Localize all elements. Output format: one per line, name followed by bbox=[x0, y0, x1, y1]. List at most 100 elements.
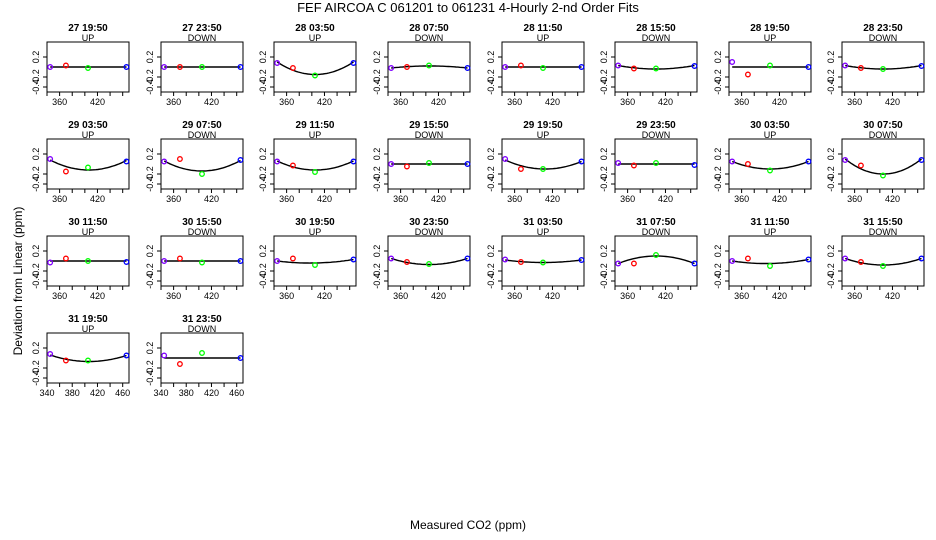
panel-direction: UP bbox=[309, 227, 322, 237]
x-tick-label: 420 bbox=[317, 97, 332, 107]
y-tick-label: -0.2 bbox=[599, 263, 609, 279]
y-tick-label: -0.4 bbox=[826, 176, 836, 192]
panel-frame bbox=[841, 138, 925, 190]
panel-direction: DOWN bbox=[188, 130, 217, 140]
fit-curve bbox=[844, 158, 922, 175]
data-point bbox=[805, 256, 812, 263]
data-point bbox=[312, 169, 318, 175]
data-point bbox=[289, 65, 296, 71]
y-tick-label: -0.4 bbox=[599, 273, 609, 289]
data-point bbox=[161, 258, 168, 264]
data-point bbox=[237, 64, 244, 70]
data-point bbox=[918, 157, 925, 163]
y-tick-label: -0.4 bbox=[372, 79, 382, 95]
data-point bbox=[161, 158, 168, 165]
panel-direction: DOWN bbox=[642, 33, 671, 43]
fit-curve bbox=[504, 159, 582, 170]
x-tick-label: 460 bbox=[229, 388, 244, 398]
x-tick-label: 360 bbox=[52, 291, 67, 301]
x-tick-label: 420 bbox=[545, 97, 560, 107]
data-point bbox=[880, 66, 886, 72]
panel-direction: DOWN bbox=[869, 227, 898, 237]
data-point bbox=[85, 65, 91, 71]
x-tick-label: 360 bbox=[847, 97, 862, 107]
data-point bbox=[388, 65, 395, 71]
y-tick-label: -0.2 bbox=[486, 166, 496, 182]
x-tick-label: 360 bbox=[734, 291, 749, 301]
y-tick-label: -0.2 bbox=[599, 69, 609, 85]
panel-title: 27 23:50 bbox=[182, 23, 222, 34]
data-point bbox=[540, 259, 546, 266]
y-tick-label: 0.2 bbox=[599, 51, 609, 64]
panel-title: 30 15:50 bbox=[182, 217, 222, 228]
y-tick-label: 0.2 bbox=[145, 245, 155, 258]
y-tick-label: 0.2 bbox=[258, 51, 268, 64]
data-point bbox=[464, 65, 471, 71]
data-point bbox=[289, 255, 296, 262]
y-tick-label: -0.2 bbox=[599, 166, 609, 182]
data-point bbox=[237, 355, 244, 361]
data-point bbox=[842, 255, 849, 262]
panel-title: 28 23:50 bbox=[863, 23, 903, 34]
x-tick-label: 420 bbox=[90, 388, 105, 398]
y-tick-label: -0.4 bbox=[31, 370, 41, 386]
data-point bbox=[767, 62, 773, 69]
x-tick-label: 340 bbox=[39, 388, 54, 398]
data-point bbox=[176, 156, 183, 162]
y-tick-label: -0.2 bbox=[713, 166, 723, 182]
data-point bbox=[312, 72, 318, 79]
y-tick-label: -0.4 bbox=[826, 273, 836, 289]
data-point bbox=[615, 160, 622, 166]
data-point bbox=[744, 255, 751, 262]
x-tick-label: 360 bbox=[507, 291, 522, 301]
data-point bbox=[62, 357, 69, 364]
data-point bbox=[744, 71, 751, 78]
data-point bbox=[62, 62, 69, 69]
data-point bbox=[842, 157, 849, 163]
data-point bbox=[388, 161, 395, 167]
panel-title: 31 15:50 bbox=[863, 217, 903, 228]
y-tick-label: 0.2 bbox=[145, 342, 155, 355]
panel-title: 31 23:50 bbox=[182, 314, 222, 325]
panel-direction: DOWN bbox=[642, 130, 671, 140]
data-point bbox=[857, 162, 864, 169]
y-tick-label: -0.4 bbox=[713, 176, 723, 192]
data-point bbox=[729, 258, 736, 264]
data-point bbox=[615, 260, 622, 267]
fit-curve bbox=[617, 255, 695, 265]
y-tick-label: 0.2 bbox=[713, 148, 723, 161]
data-point bbox=[767, 263, 773, 269]
panel-frame bbox=[728, 138, 812, 190]
y-tick-label: -0.4 bbox=[486, 79, 496, 95]
y-tick-label: -0.4 bbox=[486, 273, 496, 289]
x-tick-label: 420 bbox=[545, 291, 560, 301]
data-point bbox=[426, 261, 432, 267]
data-point bbox=[350, 158, 357, 165]
x-tick-label: 360 bbox=[393, 97, 408, 107]
panel-title: 31 07:50 bbox=[636, 217, 676, 228]
y-tick-label: 0.2 bbox=[486, 51, 496, 64]
panel-title: 30 03:50 bbox=[750, 120, 790, 131]
data-point bbox=[729, 59, 736, 65]
panel-title: 28 19:50 bbox=[750, 23, 790, 34]
x-tick-label: 360 bbox=[620, 194, 635, 204]
data-point bbox=[517, 166, 524, 172]
x-tick-label: 420 bbox=[90, 291, 105, 301]
panel-title: 31 11:50 bbox=[751, 217, 790, 228]
x-tick-label: 420 bbox=[204, 194, 219, 204]
fit-curve bbox=[276, 61, 354, 76]
x-tick-label: 420 bbox=[317, 291, 332, 301]
y-tick-label: -0.2 bbox=[258, 166, 268, 182]
y-tick-label: -0.2 bbox=[372, 166, 382, 182]
y-tick-label: -0.2 bbox=[145, 166, 155, 182]
data-point bbox=[426, 62, 432, 69]
